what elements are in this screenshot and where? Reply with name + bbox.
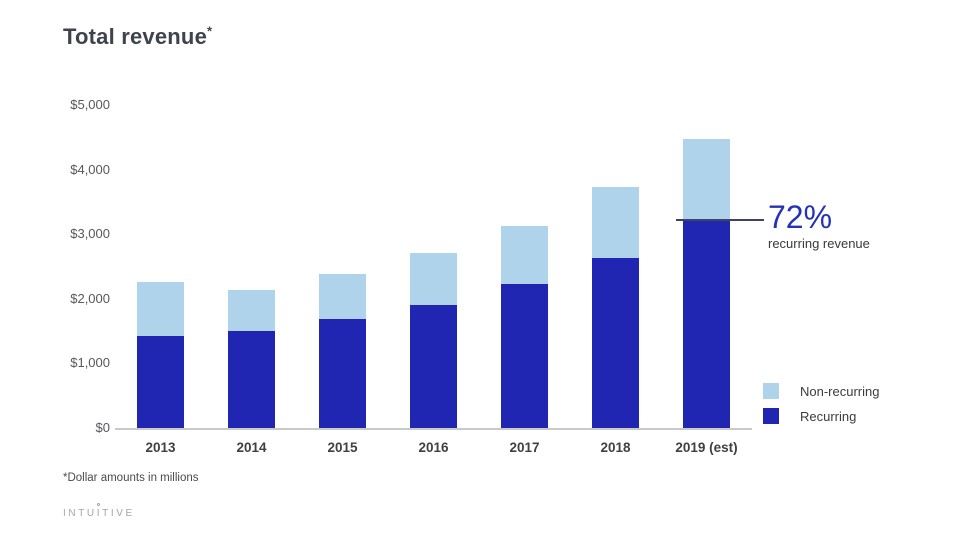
- x-axis-line: [115, 428, 752, 430]
- legend-item-non-recurring: Non-recurring: [763, 383, 879, 399]
- footnote: *Dollar amounts in millions: [63, 472, 199, 484]
- legend-item-recurring: Recurring: [763, 408, 879, 424]
- y-axis-tick-label: $4,000: [70, 161, 110, 177]
- y-axis-tick-label: $5,000: [70, 97, 110, 112]
- bar-segment-recurring: [410, 304, 457, 428]
- bar-segment-recurring: [319, 319, 366, 428]
- logo-letter-i: I: [96, 508, 103, 519]
- bar-segment-recurring: [228, 331, 275, 428]
- bar-segment-recurring: [592, 258, 639, 428]
- page-title-text: Total revenue: [63, 24, 208, 49]
- callout-label: recurring revenue: [768, 236, 870, 251]
- legend: Non-recurring Recurring: [763, 383, 879, 433]
- bar-segment-non-recurring: [683, 138, 730, 220]
- recurring-swatch-icon: [763, 408, 779, 424]
- legend-label: Recurring: [800, 408, 857, 424]
- legend-label: Non-recurring: [800, 383, 880, 399]
- page-title: Total revenue*: [63, 24, 212, 50]
- x-axis-tick-label: 2017: [509, 440, 540, 455]
- logo-ring-icon: [97, 503, 101, 506]
- bar-segment-recurring: [501, 283, 548, 428]
- x-axis-tick-label: 2016: [418, 440, 449, 455]
- bar-segment-recurring: [683, 219, 730, 428]
- x-axis-tick-label: 2013: [145, 440, 176, 455]
- callout: 72% recurring revenue: [768, 199, 870, 252]
- y-axis-tick-label: $0: [95, 420, 110, 435]
- x-axis-tick-label: 2018: [600, 440, 631, 455]
- x-axis-tick-label: 2019 (est): [675, 440, 738, 455]
- bar-segment-non-recurring: [592, 187, 639, 259]
- logo-text-post: TIVE: [102, 508, 135, 519]
- bar-segment-non-recurring: [410, 253, 457, 305]
- x-axis-tick-label: 2014: [236, 440, 267, 455]
- bar-segment-recurring: [137, 335, 184, 428]
- logo-ring-letter: I: [96, 503, 103, 519]
- y-axis-tick-label: $1,000: [70, 355, 110, 371]
- bar-segment-non-recurring: [228, 290, 275, 332]
- logo-text-pre: INTU: [63, 508, 97, 519]
- bar-segment-non-recurring: [319, 273, 366, 320]
- callout-value: 72%: [768, 199, 833, 235]
- y-axis-tick-label: $2,000: [70, 290, 110, 306]
- x-axis-tick-label: 2015: [327, 440, 358, 455]
- bar-segment-non-recurring: [137, 281, 184, 336]
- y-axis-tick-label: $3,000: [70, 226, 110, 242]
- title-asterisk: *: [207, 23, 213, 39]
- intuitive-logo: INTU ITIVE: [63, 503, 135, 519]
- callout-line: [676, 219, 764, 221]
- non-recurring-swatch-icon: [763, 383, 779, 399]
- bar-segment-non-recurring: [501, 225, 548, 284]
